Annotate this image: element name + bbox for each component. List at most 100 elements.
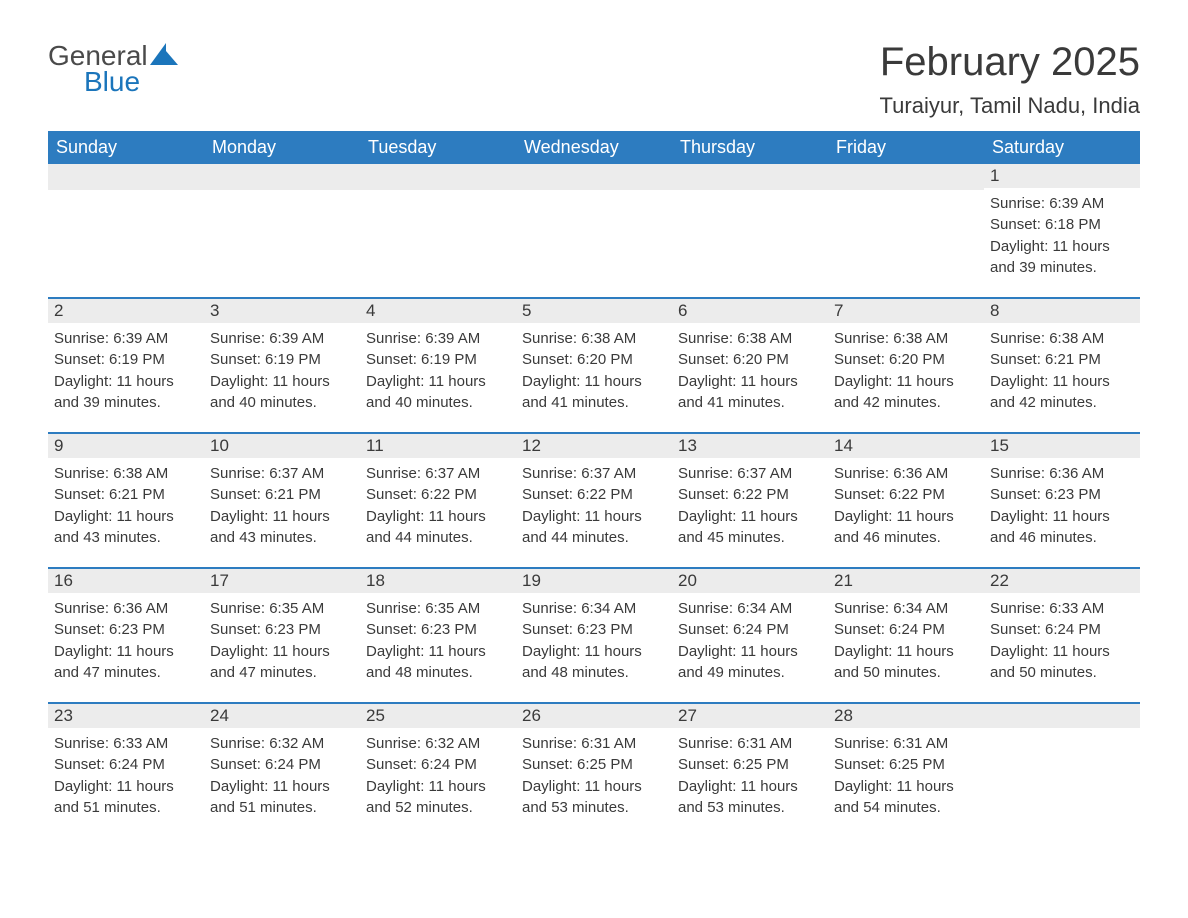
sunrise-text: Sunrise: 6:39 AM — [54, 329, 198, 349]
daylight2-text: and 44 minutes. — [522, 528, 666, 548]
day-cell — [360, 164, 516, 297]
daylight2-text: and 51 minutes. — [210, 798, 354, 818]
daylight2-text: and 49 minutes. — [678, 663, 822, 683]
daylight1-text: Daylight: 11 hours — [834, 372, 978, 392]
week-row: 23Sunrise: 6:33 AMSunset: 6:24 PMDayligh… — [48, 702, 1140, 837]
weekday-header-row: Sunday Monday Tuesday Wednesday Thursday… — [48, 131, 1140, 164]
daylight1-text: Daylight: 11 hours — [678, 777, 822, 797]
day-number: 24 — [204, 702, 360, 728]
week-row: 1Sunrise: 6:39 AMSunset: 6:18 PMDaylight… — [48, 164, 1140, 297]
sunset-text: Sunset: 6:20 PM — [834, 350, 978, 370]
day-details: Sunrise: 6:39 AMSunset: 6:19 PMDaylight:… — [204, 323, 360, 413]
day-cell: 4Sunrise: 6:39 AMSunset: 6:19 PMDaylight… — [360, 297, 516, 432]
weekday-header: Sunday — [48, 131, 204, 164]
sunrise-text: Sunrise: 6:31 AM — [522, 734, 666, 754]
sunset-text: Sunset: 6:22 PM — [678, 485, 822, 505]
sunrise-text: Sunrise: 6:36 AM — [834, 464, 978, 484]
day-details: Sunrise: 6:38 AMSunset: 6:21 PMDaylight:… — [48, 458, 204, 548]
day-cell: 5Sunrise: 6:38 AMSunset: 6:20 PMDaylight… — [516, 297, 672, 432]
day-number — [204, 164, 360, 190]
sunrise-text: Sunrise: 6:37 AM — [210, 464, 354, 484]
day-details: Sunrise: 6:36 AMSunset: 6:23 PMDaylight:… — [48, 593, 204, 683]
sunset-text: Sunset: 6:21 PM — [210, 485, 354, 505]
sunset-text: Sunset: 6:20 PM — [678, 350, 822, 370]
day-cell: 18Sunrise: 6:35 AMSunset: 6:23 PMDayligh… — [360, 567, 516, 702]
day-number: 14 — [828, 432, 984, 458]
sunrise-text: Sunrise: 6:32 AM — [210, 734, 354, 754]
day-number: 21 — [828, 567, 984, 593]
day-cell: 1Sunrise: 6:39 AMSunset: 6:18 PMDaylight… — [984, 164, 1140, 297]
sunset-text: Sunset: 6:24 PM — [834, 620, 978, 640]
title-block: February 2025 Turaiyur, Tamil Nadu, Indi… — [880, 40, 1140, 119]
sunset-text: Sunset: 6:20 PM — [522, 350, 666, 370]
day-cell: 11 Sunrise: 6:37 AMSunset: 6:22 PMDayligh… — [360, 432, 516, 567]
day-number: 2 — [48, 297, 204, 323]
daylight2-text: and 47 minutes. — [210, 663, 354, 683]
daylight1-text: Daylight: 11 hours — [522, 507, 666, 527]
day-number: 16 — [48, 567, 204, 593]
sunrise-text: Sunrise: 6:38 AM — [990, 329, 1134, 349]
day-number: 11 — [360, 432, 516, 458]
daylight1-text: Daylight: 11 hours — [678, 642, 822, 662]
day-number: 19 — [516, 567, 672, 593]
day-cell: 6Sunrise: 6:38 AMSunset: 6:20 PMDaylight… — [672, 297, 828, 432]
day-cell: 9Sunrise: 6:38 AMSunset: 6:21 PMDaylight… — [48, 432, 204, 567]
daylight1-text: Daylight: 11 hours — [210, 507, 354, 527]
day-details: Sunrise: 6:39 AMSunset: 6:18 PMDaylight:… — [984, 188, 1140, 278]
day-number: 3 — [204, 297, 360, 323]
day-cell — [672, 164, 828, 297]
day-number: 1 — [984, 164, 1140, 188]
day-details: Sunrise: 6:32 AMSunset: 6:24 PMDaylight:… — [204, 728, 360, 818]
sunrise-text: Sunrise: 6:39 AM — [210, 329, 354, 349]
daylight2-text: and 41 minutes. — [678, 393, 822, 413]
daylight2-text: and 54 minutes. — [834, 798, 978, 818]
daylight2-text: and 42 minutes. — [834, 393, 978, 413]
day-details: Sunrise: 6:31 AMSunset: 6:25 PMDaylight:… — [672, 728, 828, 818]
week-row: 2Sunrise: 6:39 AMSunset: 6:19 PMDaylight… — [48, 297, 1140, 432]
logo-triangle-icon — [150, 40, 180, 72]
daylight1-text: Daylight: 11 hours — [522, 642, 666, 662]
day-details: Sunrise: 6:38 AMSunset: 6:20 PMDaylight:… — [672, 323, 828, 413]
weekday-header: Monday — [204, 131, 360, 164]
month-title: February 2025 — [880, 40, 1140, 85]
day-details: Sunrise: 6:31 AMSunset: 6:25 PMDaylight:… — [516, 728, 672, 818]
sunset-text: Sunset: 6:22 PM — [366, 485, 510, 505]
sunset-text: Sunset: 6:21 PM — [990, 350, 1134, 370]
daylight1-text: Daylight: 11 hours — [990, 507, 1134, 527]
day-cell — [984, 702, 1140, 837]
day-details: Sunrise: 6:37 AMSunset: 6:21 PMDaylight:… — [204, 458, 360, 548]
daylight2-text: and 44 minutes. — [366, 528, 510, 548]
day-number: 17 — [204, 567, 360, 593]
sunrise-text: Sunrise: 6:32 AM — [366, 734, 510, 754]
sunrise-text: Sunrise: 6:33 AM — [990, 599, 1134, 619]
sunrise-text: Sunrise: 6:37 AM — [366, 464, 510, 484]
daylight2-text: and 45 minutes. — [678, 528, 822, 548]
day-cell: 23Sunrise: 6:33 AMSunset: 6:24 PMDayligh… — [48, 702, 204, 837]
sunrise-text: Sunrise: 6:38 AM — [678, 329, 822, 349]
sunset-text: Sunset: 6:22 PM — [522, 485, 666, 505]
daylight1-text: Daylight: 11 hours — [54, 372, 198, 392]
daylight1-text: Daylight: 11 hours — [990, 642, 1134, 662]
sunset-text: Sunset: 6:21 PM — [54, 485, 198, 505]
daylight1-text: Daylight: 11 hours — [366, 507, 510, 527]
weekday-header: Tuesday — [360, 131, 516, 164]
day-cell — [48, 164, 204, 297]
day-details: Sunrise: 6:34 AMSunset: 6:24 PMDaylight:… — [828, 593, 984, 683]
daylight1-text: Daylight: 11 hours — [366, 777, 510, 797]
day-details: Sunrise: 6:38 AMSunset: 6:20 PMDaylight:… — [828, 323, 984, 413]
sunset-text: Sunset: 6:24 PM — [210, 755, 354, 775]
day-cell: 2Sunrise: 6:39 AMSunset: 6:19 PMDaylight… — [48, 297, 204, 432]
day-details: Sunrise: 6:35 AMSunset: 6:23 PMDaylight:… — [360, 593, 516, 683]
day-cell: 22Sunrise: 6:33 AMSunset: 6:24 PMDayligh… — [984, 567, 1140, 702]
day-number: 7 — [828, 297, 984, 323]
daylight1-text: Daylight: 11 hours — [834, 507, 978, 527]
day-number: 28 — [828, 702, 984, 728]
daylight2-text: and 46 minutes. — [990, 528, 1134, 548]
weekday-header: Wednesday — [516, 131, 672, 164]
day-number: 15 — [984, 432, 1140, 458]
day-cell: 24Sunrise: 6:32 AMSunset: 6:24 PMDayligh… — [204, 702, 360, 837]
sunrise-text: Sunrise: 6:38 AM — [834, 329, 978, 349]
sunrise-text: Sunrise: 6:31 AM — [678, 734, 822, 754]
day-details: Sunrise: 6:31 AMSunset: 6:25 PMDaylight:… — [828, 728, 984, 818]
daylight1-text: Daylight: 11 hours — [834, 642, 978, 662]
